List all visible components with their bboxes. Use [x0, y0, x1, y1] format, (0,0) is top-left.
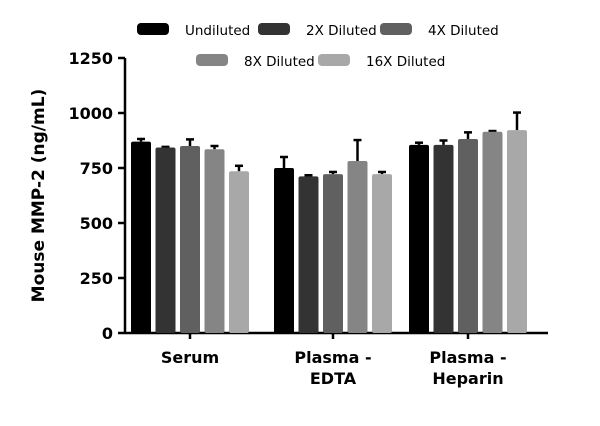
legend-swatch [258, 23, 290, 35]
bar-2x-diluted [298, 176, 319, 333]
bar-4x-diluted [180, 146, 200, 333]
bar-4x-diluted [323, 174, 343, 333]
y-tick-label: 500 [80, 214, 113, 233]
legend-label: 4X Diluted [428, 23, 499, 39]
y-tick-label: 250 [80, 269, 113, 288]
y-tick-label: 1250 [68, 49, 113, 68]
y-axis-label: Mouse MMP-2 (ng/mL) [29, 89, 49, 303]
legend-swatch [318, 54, 350, 66]
bar-16x-diluted [507, 130, 527, 333]
bar-2x-diluted [155, 147, 176, 333]
bar-8x-diluted [347, 160, 368, 333]
y-tick-label: 1000 [68, 104, 113, 123]
bar-16x-diluted [229, 171, 249, 333]
legend-label: 16X Diluted [366, 54, 445, 70]
legend-swatch [196, 54, 228, 66]
bar-undiluted [274, 168, 294, 333]
bar-undiluted [131, 141, 151, 333]
x-tick-label: Heparin [432, 369, 503, 388]
y-tick-label: 750 [80, 159, 113, 178]
x-tick-label: EDTA [310, 369, 357, 388]
bar-4x-diluted [458, 138, 478, 333]
x-tick-label: Serum [161, 348, 219, 367]
legend-swatch [380, 23, 412, 35]
legend-swatch [137, 23, 169, 35]
y-tick-label: 0 [102, 324, 113, 343]
bar-8x-diluted [204, 149, 225, 333]
x-tick-label: Plasma - [429, 348, 506, 367]
legend-label: 2X Diluted [306, 23, 377, 39]
legend-label: Undiluted [185, 23, 250, 39]
bar-2x-diluted [433, 144, 454, 333]
bar-16x-diluted [372, 174, 392, 333]
bar-8x-diluted [482, 131, 503, 333]
legend-label: 8X Diluted [244, 54, 315, 70]
bar-undiluted [409, 144, 429, 333]
x-tick-label: Plasma - [294, 348, 371, 367]
